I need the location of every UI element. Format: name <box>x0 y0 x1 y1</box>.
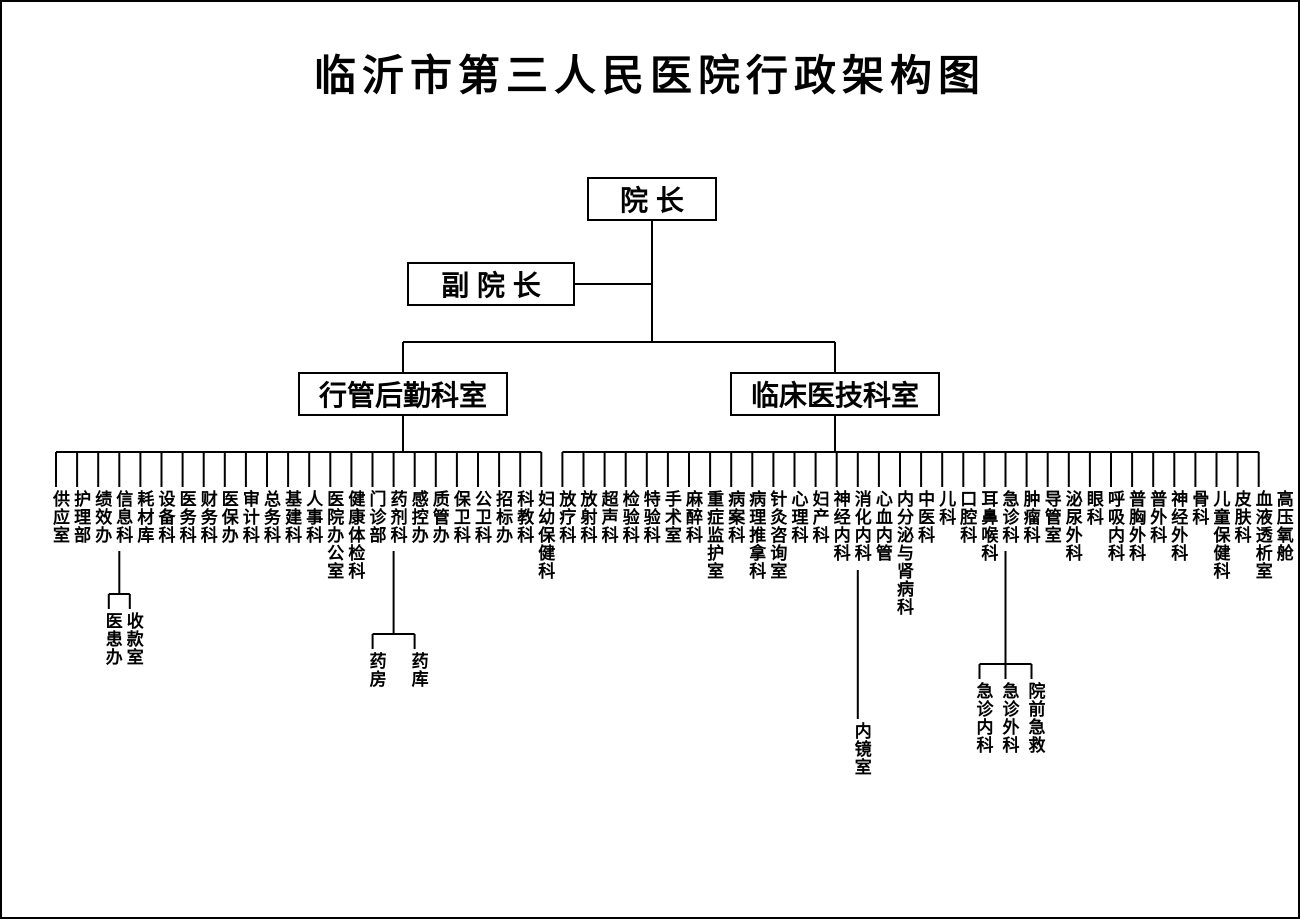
page-title: 临沂市第三人民医院行政架构图 <box>2 42 1298 103</box>
sub-leaf-item: 内镜室 <box>849 722 874 776</box>
connector-lines <box>2 2 1300 921</box>
leaf-item: 感染科 <box>1292 490 1300 544</box>
node-clinical-departments: 临床医技科室 <box>730 372 940 416</box>
sub-leaf-item: 收款室 <box>121 612 146 666</box>
sub-leaf-item: 药库 <box>406 652 431 688</box>
sub-leaf-item: 药房 <box>364 652 389 688</box>
sub-leaf-item: 急诊外科 <box>997 682 1022 754</box>
sub-leaf-item: 院前急救 <box>1023 682 1048 754</box>
sub-leaf-item: 急诊内科 <box>971 682 996 754</box>
node-admin-departments: 行管后勤科室 <box>298 372 508 416</box>
node-vice-director: 副 院 长 <box>407 262 575 306</box>
org-chart-page: 临沂市第三人民医院行政架构图 院 长 副 院 长 行管后勤科室 临床医技科室 供… <box>0 0 1300 919</box>
node-director: 院 长 <box>587 177 717 221</box>
